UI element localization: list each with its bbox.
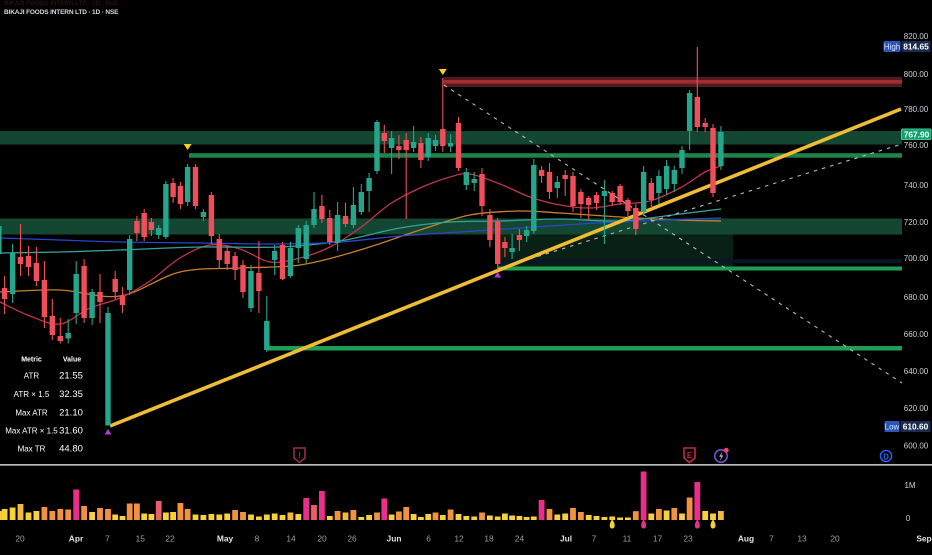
- svg-text:Max TR: Max TR: [18, 445, 46, 454]
- svg-text:740.00: 740.00: [904, 181, 929, 190]
- svg-text:ATR × 1.5: ATR × 1.5: [14, 390, 50, 399]
- svg-text:15: 15: [136, 534, 146, 544]
- svg-text:0: 0: [906, 514, 911, 523]
- svg-text:20: 20: [830, 534, 840, 544]
- svg-text:660.00: 660.00: [904, 330, 929, 339]
- svg-text:13: 13: [797, 534, 807, 544]
- svg-text:800.00: 800.00: [904, 70, 929, 79]
- svg-text:BIKAJI FOODS INTERN LTD · 1D ·: BIKAJI FOODS INTERN LTD · 1D · NSE: [4, 9, 119, 16]
- svg-text:22: 22: [165, 534, 175, 544]
- svg-text:32.35: 32.35: [59, 389, 83, 400]
- svg-text:!: !: [298, 451, 301, 460]
- svg-text:D: D: [883, 452, 889, 461]
- svg-text:Low: Low: [885, 423, 900, 432]
- svg-text:780.00: 780.00: [904, 105, 929, 114]
- svg-text:21.10: 21.10: [59, 408, 83, 419]
- svg-text:26: 26: [347, 534, 357, 544]
- svg-text:680.00: 680.00: [904, 293, 929, 302]
- svg-text:11: 11: [623, 534, 632, 544]
- svg-text:7: 7: [105, 534, 110, 544]
- svg-text:High: High: [884, 43, 900, 52]
- svg-text:31.60: 31.60: [59, 426, 83, 437]
- svg-text:620.00: 620.00: [904, 404, 929, 413]
- svg-text:7: 7: [769, 534, 774, 544]
- svg-text:600.00: 600.00: [904, 442, 929, 451]
- svg-text:May: May: [217, 534, 234, 544]
- svg-text:12: 12: [454, 534, 464, 544]
- svg-text:14: 14: [286, 534, 296, 544]
- svg-text:20: 20: [317, 534, 327, 544]
- svg-text:1M: 1M: [904, 481, 915, 490]
- svg-text:Apr: Apr: [69, 534, 84, 544]
- svg-text:Aug: Aug: [738, 534, 754, 544]
- svg-text:767.90: 767.90: [904, 130, 930, 140]
- svg-text:Sep: Sep: [916, 534, 931, 544]
- svg-text:610.60: 610.60: [903, 422, 929, 432]
- svg-text:44.80: 44.80: [59, 444, 83, 455]
- svg-text:640.00: 640.00: [904, 367, 929, 376]
- svg-text:720.00: 720.00: [904, 218, 929, 227]
- svg-text:BIKAJI FOODS INTERN LTD · 1D ·: BIKAJI FOODS INTERN LTD · 1D · NSE: [4, 0, 119, 7]
- svg-text:Max ATR: Max ATR: [15, 409, 48, 418]
- svg-text:Jul: Jul: [560, 534, 572, 544]
- svg-text:Jun: Jun: [387, 534, 402, 544]
- svg-text:ATR: ATR: [24, 372, 40, 381]
- svg-text:Max ATR × 1.5: Max ATR × 1.5: [5, 427, 58, 436]
- svg-text:7: 7: [592, 534, 597, 544]
- svg-text:Value: Value: [63, 357, 81, 364]
- svg-text:20: 20: [15, 534, 25, 544]
- svg-text:Metric: Metric: [21, 357, 42, 364]
- svg-text:E: E: [687, 451, 693, 460]
- svg-text:700.00: 700.00: [904, 254, 929, 263]
- svg-text:21.55: 21.55: [59, 371, 83, 382]
- svg-text:17: 17: [653, 534, 663, 544]
- svg-text:820.00: 820.00: [904, 32, 929, 41]
- svg-text:18: 18: [484, 534, 494, 544]
- svg-text:24: 24: [515, 534, 525, 544]
- svg-text:23: 23: [683, 534, 693, 544]
- svg-text:8: 8: [255, 534, 260, 544]
- svg-text:760.00: 760.00: [904, 141, 929, 150]
- svg-text:814.65: 814.65: [903, 42, 929, 52]
- svg-text:6: 6: [426, 534, 431, 544]
